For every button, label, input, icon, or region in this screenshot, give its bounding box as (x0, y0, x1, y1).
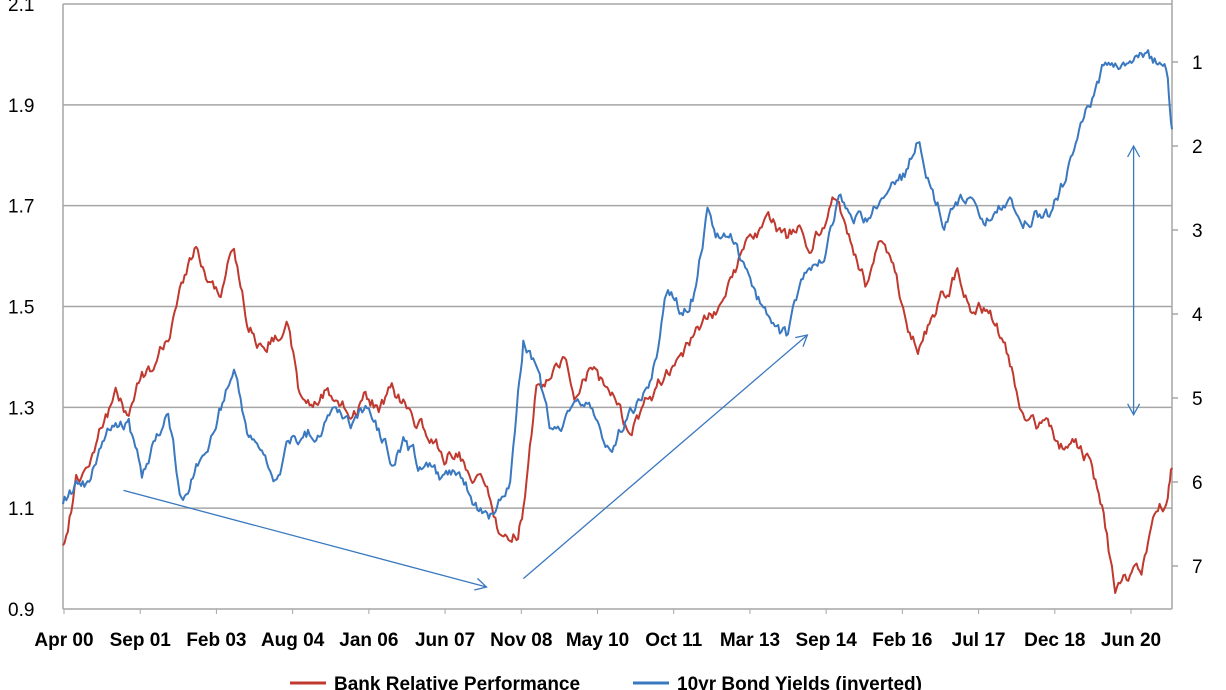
x-tick-label: Dec 18 (1024, 630, 1085, 651)
y-left-tick-label: 1.1 (8, 499, 34, 520)
x-tick-label: Sep 01 (110, 630, 172, 651)
y-right-tick-label: 3 (1192, 221, 1203, 242)
x-tick-label: Nov 08 (490, 630, 552, 651)
x-tick-label: Jun 07 (415, 630, 475, 651)
x-tick-label: Apr 00 (34, 630, 93, 651)
annotation-arrow-head (474, 577, 488, 591)
y-left-tick-label: 0.9 (8, 600, 34, 621)
x-tick-label: Jun 20 (1101, 630, 1161, 651)
y-right-tick-label: 4 (1192, 305, 1203, 326)
annotation-arrow-head (1127, 403, 1141, 417)
y-left-tick-label: 2.1 (8, 0, 34, 16)
legend: Bank Relative Performance 10yr Bond Yiel… (290, 674, 922, 690)
x-tick-label: Sep 14 (796, 630, 858, 651)
x-tick-label: Jan 06 (339, 630, 398, 651)
x-tick-label: Feb 16 (872, 630, 932, 651)
y-left-tick-label: 1.7 (8, 197, 34, 218)
y-right-tick-label: 5 (1192, 389, 1203, 410)
y-right-tick-label: 1 (1192, 53, 1203, 74)
x-tick-label: Oct 11 (645, 630, 702, 651)
x-tick-label: Mar 13 (720, 630, 780, 651)
annotation-arrows (123, 144, 1141, 591)
series-line-bond (62, 49, 1173, 520)
x-axis-ticks: Apr 00 Sep 01 Feb 03 Aug 04 Jan 06 Jun 07 Nov … (34, 609, 1161, 651)
y-right-tick-label: 6 (1192, 473, 1203, 494)
y-right-tick-label: 7 (1192, 557, 1203, 578)
y-left-tick-label: 1.9 (8, 96, 34, 117)
right-axis-ticks: 1 2 3 4 5 6 7 (1172, 53, 1203, 578)
gridlines (62, 0, 1173, 610)
legend-label-bond: 10yr Bond Yields (inverted) (677, 674, 922, 690)
x-tick-label: Feb 03 (186, 630, 246, 651)
y-left-tick-label: 1.3 (8, 398, 34, 419)
annotation-arrow-line (522, 334, 808, 580)
legend-label-bank: Bank Relative Performance (334, 674, 580, 690)
annotation-arrow-line (123, 489, 487, 588)
series-line-bank (62, 196, 1173, 594)
x-tick-label: May 10 (566, 630, 629, 651)
left-axis-ticks: 0.9 1.1 1.3 1.5 1.7 1.9 2.1 (8, 0, 34, 621)
annotation-arrow-head (795, 334, 809, 347)
y-right-tick-label: 2 (1192, 137, 1203, 158)
x-tick-label: Aug 04 (261, 630, 325, 651)
annotation-arrow-head (1127, 144, 1141, 158)
x-tick-label: Jul 17 (952, 630, 1006, 651)
series-lines (62, 49, 1173, 594)
y-left-tick-label: 1.5 (8, 298, 34, 319)
